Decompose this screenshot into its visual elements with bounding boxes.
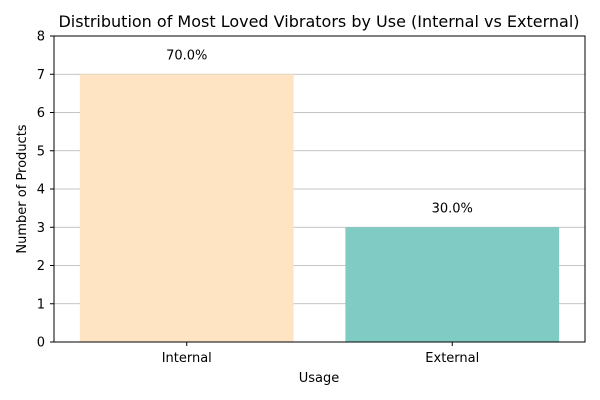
y-tick-label: 0 [37,336,45,351]
bars [79,74,560,342]
bar-internal [79,74,294,342]
y-tick-label: 7 [37,68,45,83]
y-axis-label: Number of Products [15,124,30,253]
x-axis-label: Usage [299,371,340,386]
x-axis-ticks: Internal External [162,342,479,366]
y-tick-label: 8 [37,30,45,45]
y-tick-label: 2 [37,259,45,274]
data-label: 30.0% [432,201,473,216]
chart-title: Distribution of Most Loved Vibrators by … [58,12,579,31]
y-tick-label: 4 [37,183,45,198]
y-tick-label: 3 [37,221,45,236]
bar-external [345,227,560,342]
y-tick-label: 6 [37,106,45,121]
data-labels: 70.0% 30.0% [166,48,473,216]
y-axis-ticks: 0 1 2 3 4 5 6 7 8 [37,30,54,351]
y-tick-label: 1 [37,297,45,312]
x-tick-label: External [425,351,479,366]
data-label: 70.0% [166,48,207,63]
x-tick-label: Internal [162,351,212,366]
y-tick-label: 5 [37,144,45,159]
plot-frame [53,35,586,343]
